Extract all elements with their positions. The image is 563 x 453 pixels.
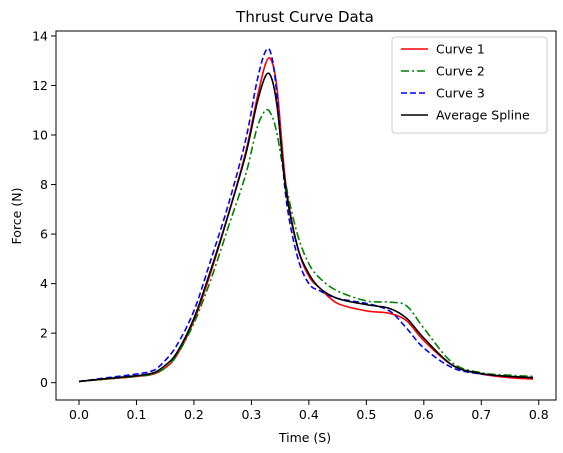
y-tick-label: 14	[32, 28, 48, 43]
legend-label-2: Curve 2	[436, 64, 485, 79]
series-layer	[78, 47, 534, 383]
y-axis: 0 2 4 6 8 10 12 14	[32, 28, 56, 390]
series-line-2	[78, 108, 534, 383]
y-tick-label: 2	[40, 326, 48, 341]
series-line-3	[78, 47, 534, 383]
x-tick-label: 0.6	[414, 407, 434, 422]
legend-box	[391, 36, 548, 134]
x-tick-label: 0.4	[299, 407, 319, 422]
y-tick-label: 6	[40, 227, 48, 242]
x-axis-label: Time (S)	[278, 430, 331, 445]
x-tick-label: 0.1	[127, 407, 147, 422]
legend-label-4: Average Spline	[436, 108, 530, 123]
legend-label-3: Curve 3	[436, 86, 485, 101]
y-axis-label: Force (N)	[9, 188, 24, 245]
y-tick-label: 4	[40, 276, 48, 291]
series-line-1	[78, 57, 534, 383]
legend-label-1: Curve 1	[436, 42, 485, 57]
legend: Curve 1 Curve 2 Curve 3 Average Spline	[391, 36, 548, 134]
y-tick-label: 0	[40, 375, 48, 390]
y-tick-label: 10	[32, 128, 48, 143]
x-tick-label: 0.0	[69, 407, 89, 422]
x-axis: 0.0 0.1 0.2 0.3 0.4 0.5 0.6 0.7 0.8	[69, 400, 549, 422]
x-tick-label: 0.3	[241, 407, 261, 422]
x-tick-label: 0.2	[184, 407, 204, 422]
x-tick-label: 0.5	[356, 407, 376, 422]
x-tick-label: 0.8	[529, 407, 549, 422]
y-tick-label: 12	[32, 78, 48, 93]
x-tick-label: 0.7	[471, 407, 491, 422]
y-tick-label: 8	[40, 177, 48, 192]
series-line-4	[78, 72, 534, 383]
chart-title: Thrust Curve Data	[235, 8, 374, 26]
